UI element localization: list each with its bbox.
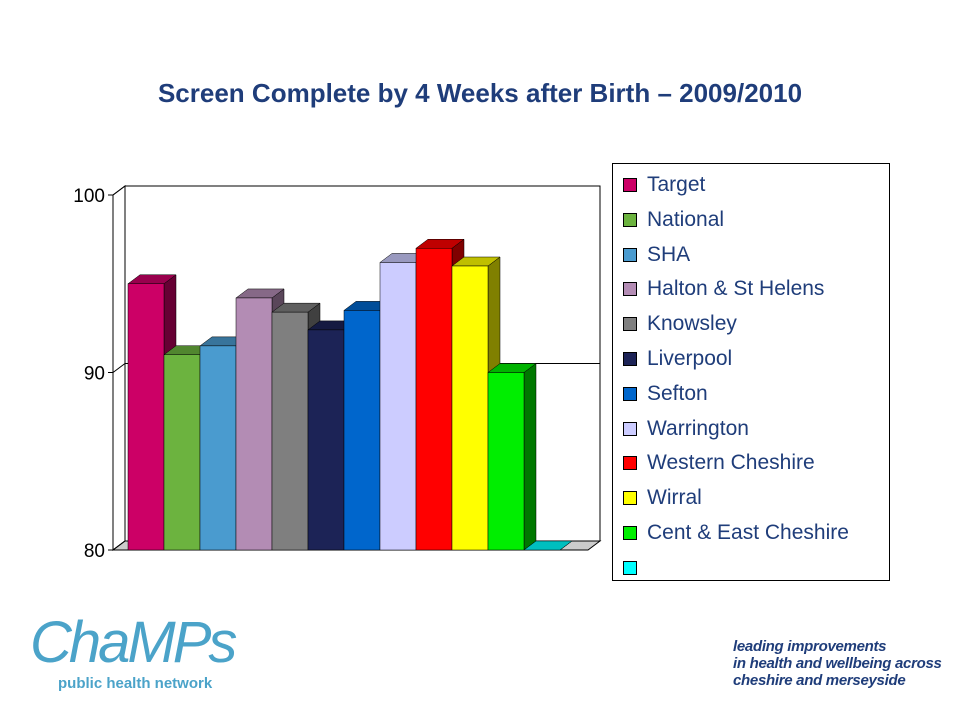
legend-label: Cent & East Cheshire: [647, 521, 849, 544]
bar: [307, 329, 345, 551]
tagline-line: cheshire and merseyside: [733, 672, 906, 689]
y-gridline-side: [112, 185, 126, 196]
chart-legend: Target National SHA Halton & St Helens Knows…: [612, 163, 890, 581]
legend-swatch: [623, 386, 637, 401]
legend-item: [623, 553, 647, 583]
bar-side: [523, 363, 537, 551]
svg-text:ChaMPs: ChaMPs: [30, 610, 236, 675]
legend-swatch: [623, 352, 637, 366]
bar: [415, 248, 453, 551]
champs-logo: ChaMPs public health network: [30, 610, 238, 692]
legend-item: National: [623, 205, 724, 235]
legend-item: Sefton: [623, 379, 708, 409]
legend-label: Warrington: [647, 416, 749, 440]
legend-swatch: [623, 491, 637, 506]
legend-label: SHA: [647, 242, 691, 266]
legend-swatch: [623, 526, 637, 540]
legend-item: SHA: [623, 240, 690, 270]
bar: [127, 283, 165, 551]
tagline: leading improvements in health and wellb…: [733, 638, 942, 689]
legend-item: Target: [623, 170, 705, 200]
bar-top: [523, 540, 573, 551]
bar: [199, 345, 237, 551]
y-tick-label: 80: [84, 541, 105, 562]
bar: [163, 354, 201, 551]
tagline-line: in health and wellbeing across: [733, 655, 942, 672]
bar: [451, 265, 489, 551]
legend-label: Knowsley: [647, 312, 737, 336]
legend-swatch: [623, 560, 637, 575]
legend-item: Western Cheshire: [623, 448, 815, 478]
legend-swatch: [623, 421, 637, 436]
legend-swatch: [623, 456, 637, 471]
bar: [487, 372, 525, 551]
bar: [235, 297, 273, 551]
legend-swatch: [623, 317, 637, 332]
y-tick-label: 100: [73, 186, 105, 207]
y-tick-label: 90: [84, 364, 105, 385]
legend-item: Cent & East Cheshire: [623, 518, 849, 548]
legend-item: Halton & St Helens: [623, 274, 824, 304]
tagline-line: leading improvements: [733, 638, 887, 655]
y-gridline-side: [112, 540, 126, 551]
y-gridline-side: [112, 363, 126, 373]
chart-title: Screen Complete by 4 Weeks after Birth –…: [157, 78, 803, 108]
legend-swatch: [623, 247, 637, 262]
legend-swatch: [623, 282, 637, 297]
legend-label: National: [647, 207, 725, 231]
legend-item: Liverpool: [623, 344, 732, 374]
legend-label: Sefton: [647, 381, 708, 405]
legend-label: Wirral: [647, 486, 702, 510]
legend-label: Liverpool: [647, 347, 733, 370]
bar: [271, 311, 309, 551]
legend-swatch: [623, 212, 637, 227]
legend-label: Target: [647, 173, 706, 196]
svg-text:public health network: public health network: [58, 675, 213, 692]
legend-swatch: [623, 178, 637, 192]
legend-item: Wirral: [623, 483, 702, 513]
legend-label: Halton & St Helens: [647, 277, 825, 301]
legend-item: Warrington: [623, 414, 749, 444]
legend-label: Western Cheshire: [647, 451, 815, 475]
bar: [379, 262, 417, 551]
bar: [343, 310, 381, 551]
legend-item: Knowsley: [623, 309, 737, 339]
